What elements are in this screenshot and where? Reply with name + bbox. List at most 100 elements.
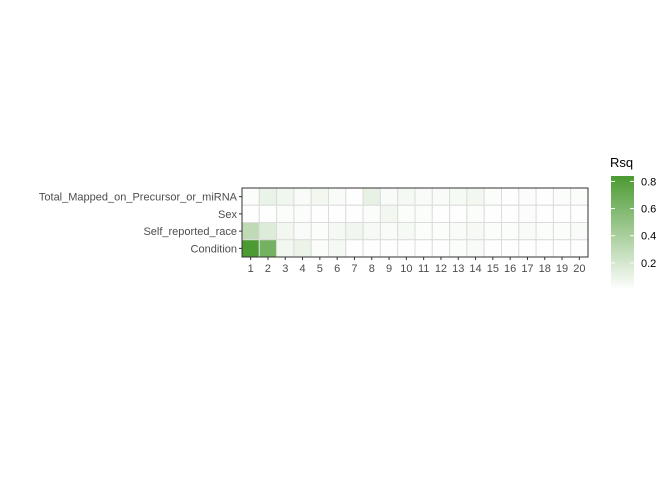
heatmap-cell: [535, 239, 554, 258]
heatmap-cell: [570, 239, 589, 258]
heatmap-cell: [466, 239, 485, 258]
heatmap-cell: [293, 204, 312, 223]
heatmap-cell: [431, 239, 451, 258]
heatmap-cell: [362, 239, 381, 258]
heatmap-cell: [518, 239, 537, 258]
heatmap-cell: [501, 204, 520, 223]
heatmap-cell: [552, 222, 572, 241]
heatmap-cell: [466, 187, 485, 206]
x-tick-label: 18: [539, 263, 551, 275]
legend-tick-label: 0.4: [641, 231, 656, 243]
x-tick-label: 5: [317, 263, 323, 275]
heatmap-cell: [328, 204, 347, 223]
x-tick-label: 8: [369, 263, 375, 275]
heatmap-cell: [518, 187, 537, 206]
y-tick-label: Sex: [218, 209, 237, 221]
heatmap-cell: [379, 204, 399, 223]
heatmap-cell: [328, 222, 347, 241]
heatmap-cell: [310, 222, 330, 241]
heatmap-cell: [258, 204, 278, 223]
heatmap-cell: [397, 239, 416, 258]
heatmap-cell: [293, 187, 312, 206]
x-tick-label: 1: [248, 263, 254, 275]
legend-tick-label: 0.8: [641, 176, 656, 188]
heatmap-cell: [501, 222, 520, 241]
legend: Rsq 0.8 0.6 0.4 0.2: [610, 155, 656, 290]
x-tick-label: 20: [573, 263, 585, 275]
heatmap-cell: [414, 222, 433, 241]
heatmap-cell: [449, 204, 468, 223]
x-tick-label: 12: [435, 263, 447, 275]
heatmap-cell: [570, 222, 589, 241]
heatmap-cell: [345, 239, 364, 258]
heatmap-cell: [518, 222, 537, 241]
heatmap-cell: [397, 187, 416, 206]
x-tick-label: 3: [282, 263, 288, 275]
heatmap-cell: [379, 222, 399, 241]
heatmap-cell: [328, 239, 347, 258]
x-tick-label: 9: [386, 263, 392, 275]
y-tick-label: Self_reported_race: [143, 226, 237, 238]
legend-colorbar: [611, 176, 634, 290]
panel-border: [241, 187, 589, 258]
heatmap-cell: [310, 204, 330, 223]
heatmap-cell: [241, 222, 260, 241]
x-tick-label: 13: [452, 263, 464, 275]
x-tick-label: 17: [521, 263, 533, 275]
heatmap-cell: [501, 239, 520, 258]
legend-tick-label: 0.6: [641, 204, 656, 216]
heatmap-cell: [552, 204, 572, 223]
heatmap-cell: [431, 222, 451, 241]
x-axis: 1 2 3 4 5 6 7 8 9 10 11 12 13 14 15 16 17 18 19 20: [248, 257, 585, 275]
heatmap-cell: [293, 239, 312, 258]
heatmap-cell: [276, 187, 295, 206]
x-tick-label: 15: [487, 263, 499, 275]
heatmap-cell: [483, 204, 503, 223]
heatmap-cell: [535, 187, 554, 206]
x-tick-label: 10: [400, 263, 412, 275]
heatmap-cell: [414, 239, 433, 258]
heatmap-cell: [397, 204, 416, 223]
y-tick-label: Condition: [191, 243, 237, 255]
heatmap-cell: [518, 204, 537, 223]
heatmap-cell: [345, 204, 364, 223]
legend-title: Rsq: [610, 155, 633, 170]
heatmap-cell: [379, 239, 399, 258]
heatmap-cell: [431, 187, 451, 206]
heatmap-cell: [241, 187, 260, 206]
heatmap-cell: [552, 187, 572, 206]
heatmap-cell: [483, 187, 503, 206]
y-tick-label: Total_Mapped_on_Precursor_or_miRNA: [39, 192, 238, 204]
x-tick-label: 4: [299, 263, 305, 275]
heatmap-cell: [414, 204, 433, 223]
heatmap-cell: [414, 187, 433, 206]
heatmap-cell: [483, 222, 503, 241]
heatmap-cell: [535, 222, 554, 241]
x-tick-label: 19: [556, 263, 568, 275]
heatmap-cell: [501, 187, 520, 206]
legend-tick-label: 0.2: [641, 258, 656, 270]
heatmap-cell: [379, 187, 399, 206]
heatmap-cell: [276, 204, 295, 223]
heatmap-cell: [397, 222, 416, 241]
heatmap-cell: [241, 239, 260, 258]
heatmap-cell: [466, 204, 485, 223]
x-tick-label: 2: [265, 263, 271, 275]
heatmap-cells: [241, 187, 589, 258]
x-tick-label: 14: [469, 263, 481, 275]
heatmap-cell: [483, 239, 503, 258]
heatmap-cell: [293, 222, 312, 241]
heatmap-cell: [449, 222, 468, 241]
heatmap-cell: [535, 204, 554, 223]
heatmap-cell: [276, 239, 295, 258]
heatmap-cell: [328, 187, 347, 206]
heatmap-cell: [570, 187, 589, 206]
heatmap-cell: [362, 222, 381, 241]
heatmap-cell: [276, 222, 295, 241]
y-axis: Total_Mapped_on_Precursor_or_miRNA Sex Sel…: [39, 192, 242, 255]
heatmap-cell: [552, 239, 572, 258]
heatmap-cell: [431, 204, 451, 223]
heatmap-cell: [466, 222, 485, 241]
x-tick-label: 6: [334, 263, 340, 275]
